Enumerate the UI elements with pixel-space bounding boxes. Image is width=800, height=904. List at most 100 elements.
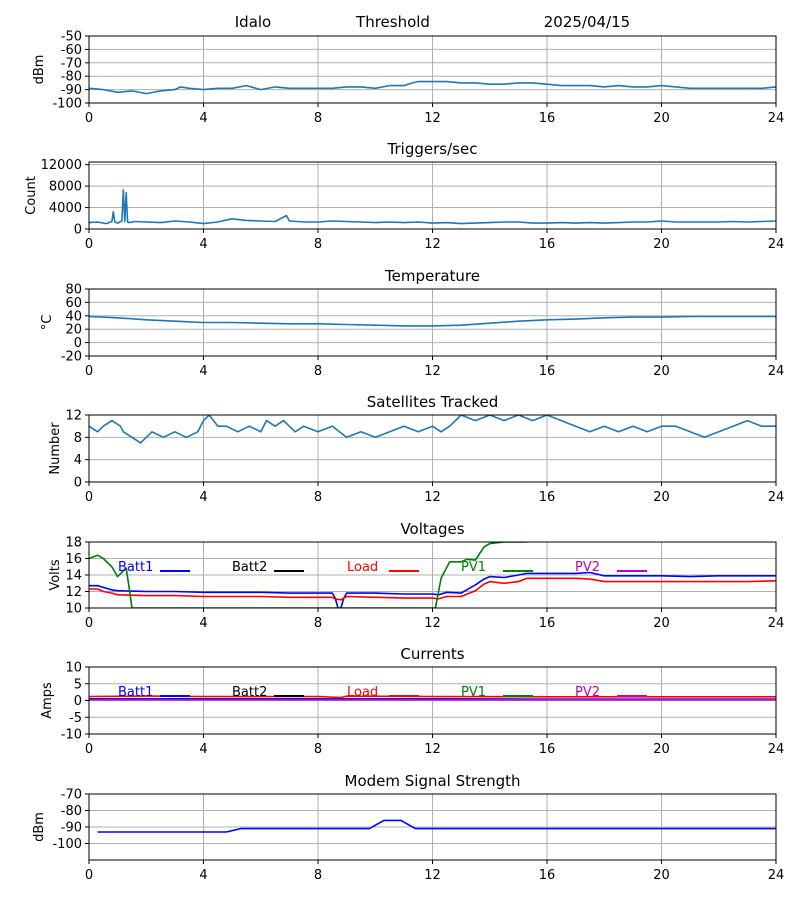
currents-x-tick-label: 0 [85,742,93,757]
temperature-x-tick-label: 0 [85,364,93,379]
header-date: 2025/04/15 [544,13,630,31]
rssi-y-tick-label: -90 [61,83,82,98]
currents-y-tick-label: 5 [74,677,82,692]
voltages-x-tick-label: 20 [653,616,670,631]
voltages-legend-label: Batt2 [232,560,267,575]
modem-x-tick-label: 20 [653,868,670,883]
currents-x-tick-label: 8 [314,742,322,757]
currents-y-tick-label: -10 [61,728,82,743]
modem-x-tick-label: 0 [85,868,93,883]
satellites-x-tick-label: 12 [424,490,441,505]
modem-x-tick-label: 24 [768,868,785,883]
voltages-x-tick-label: 16 [539,616,556,631]
modem-x-tick-label: 8 [314,868,322,883]
triggers-x-tick-label: 24 [768,237,785,252]
modem-y-tick-label: -90 [61,821,82,836]
triggers-x-tick-label: 12 [424,237,441,252]
modem-title: Modem Signal Strength [345,772,521,790]
currents-x-tick-label: 12 [424,742,441,757]
temperature-y-tick-label: 20 [65,323,82,338]
rssi-y-tick-label: -80 [61,70,82,85]
satellites-title: Satellites Tracked [367,393,498,411]
temperature-x-tick-label: 24 [768,364,785,379]
rssi-y-tick-label: -70 [61,56,82,71]
voltages-legend-label: PV2 [575,560,600,575]
triggers-x-tick-label: 4 [199,237,207,252]
triggers-x-tick-label: 20 [653,237,670,252]
satellites-y-tick-label: 4 [74,453,82,468]
rssi-x-tick-label: 24 [768,111,785,126]
rssi-y-tick-label: -60 [61,43,82,58]
currents-load-line [89,696,776,697]
satellites-x-tick-label: 24 [768,490,785,505]
triggers-x-tick-label: 8 [314,237,322,252]
voltages-x-tick-label: 8 [314,616,322,631]
currents-x-tick-label: 4 [199,742,207,757]
satellites-y-label: Number [48,422,63,475]
rssi-x-tick-label: 12 [424,111,441,126]
rssi-x-tick-label: 8 [314,111,322,126]
modem-y-tick-label: -70 [61,788,82,803]
temperature-y-tick-label: 80 [65,283,82,298]
currents-y-label: Amps [40,682,55,719]
triggers-x-tick-label: 16 [539,237,556,252]
triggers-y-label: Count [24,176,39,215]
satellites-x-tick-label: 20 [653,490,670,505]
satellites-y-tick-label: 8 [74,431,82,446]
temperature-y-tick-label: 0 [74,336,82,351]
temperature-y-tick-label: 60 [65,296,82,311]
rssi-y-tick-label: -100 [52,97,82,112]
currents-legend-label: Batt1 [118,685,153,700]
modem-y-tick-label: -80 [61,804,82,819]
temperature-x-tick-label: 16 [539,364,556,379]
modem-x-tick-label: 4 [199,868,207,883]
rssi-y-tick-label: -50 [61,30,82,45]
currents-x-tick-label: 20 [653,742,670,757]
modem-x-tick-label: 12 [424,868,441,883]
triggers-x-tick-label: 0 [85,237,93,252]
temperature-title: Temperature [384,267,480,285]
satellites-x-tick-label: 16 [539,490,556,505]
currents-legend-label: Load [347,685,378,700]
satellites-y-tick-label: 12 [65,409,82,424]
currents-title: Currents [400,645,464,663]
modem-y-tick-label: -100 [52,837,82,852]
voltages-y-tick-label: 16 [65,552,82,567]
currents-x-tick-label: 16 [539,742,556,757]
triggers-y-tick-label: 8000 [49,180,82,195]
voltages-x-tick-label: 4 [199,616,207,631]
triggers-y-tick-label: 12000 [41,158,82,173]
voltages-y-tick-label: 10 [65,602,82,617]
rssi-x-tick-label: 0 [85,111,93,126]
rssi-x-tick-label: 16 [539,111,556,126]
currents-legend-label: PV2 [575,685,600,700]
rssi-x-tick-label: 20 [653,111,670,126]
voltages-legend-label: PV1 [461,560,486,575]
satellites-y-tick-label: 0 [74,476,82,491]
temperature-x-tick-label: 12 [424,364,441,379]
rssi-y-label: dBm [32,55,47,85]
triggers-title: Triggers/sec [387,140,478,158]
voltages-y-tick-label: 18 [65,536,82,551]
temperature-y-label: °C [40,315,55,331]
modem-y-label: dBm [32,812,47,842]
voltages-x-tick-label: 12 [424,616,441,631]
temperature-y-tick-label: 40 [65,309,82,324]
currents-x-tick-label: 24 [768,742,785,757]
currents-legend-label: PV1 [461,685,486,700]
currents-y-tick-label: 10 [65,661,82,676]
currents-legend-label: Batt2 [232,685,267,700]
satellites-x-tick-label: 8 [314,490,322,505]
rssi-x-tick-label: 4 [199,111,207,126]
triggers-y-tick-label: 0 [74,223,82,238]
temperature-x-tick-label: 4 [199,364,207,379]
temperature-x-tick-label: 20 [653,364,670,379]
voltages-legend-label: Load [347,560,378,575]
modem-x-tick-label: 16 [539,868,556,883]
currents-y-tick-label: 0 [74,694,82,709]
satellites-x-tick-label: 4 [199,490,207,505]
currents-y-tick-label: -5 [69,711,82,726]
voltages-x-tick-label: 24 [768,616,785,631]
temperature-y-tick-label: -20 [61,350,82,365]
